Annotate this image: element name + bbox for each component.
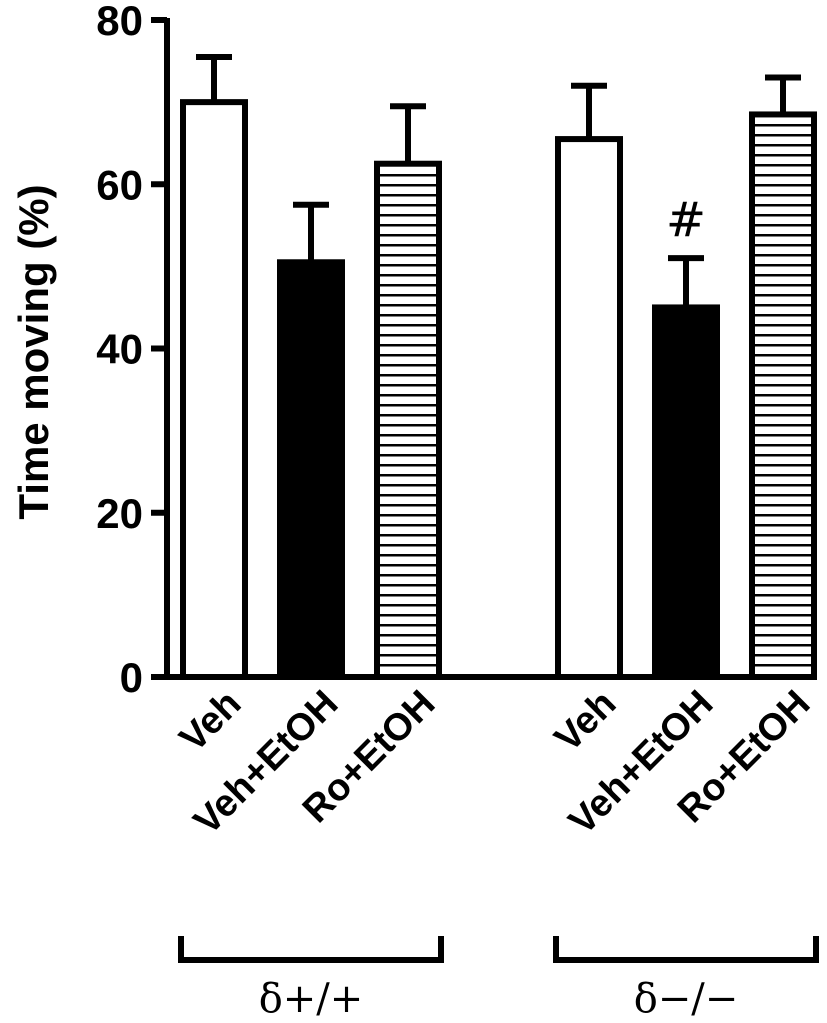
bar bbox=[180, 99, 248, 680]
x-tick-label: Veh bbox=[547, 683, 625, 761]
y-tick-label: 80 bbox=[96, 0, 143, 44]
bar bbox=[374, 160, 442, 680]
bar bbox=[555, 136, 623, 681]
significance-annotation: # bbox=[666, 192, 706, 248]
y-tick-label: 40 bbox=[96, 326, 143, 373]
y-axis-label: Time moving (%) bbox=[10, 184, 57, 519]
group-label: δ−/− bbox=[634, 976, 739, 1022]
y-tick-label: 60 bbox=[96, 161, 143, 208]
x-tick-label: Veh bbox=[172, 683, 250, 761]
group-bracket bbox=[553, 936, 819, 963]
y-tick-label: 20 bbox=[96, 490, 143, 537]
bar bbox=[652, 304, 720, 680]
plot-area: 020406080VehVeh+EtOHRo+EtOHδ+/+Veh#Veh+E… bbox=[96, 0, 819, 1022]
group-label: δ+/+ bbox=[259, 976, 364, 1022]
bar bbox=[277, 259, 345, 680]
bar bbox=[749, 111, 817, 681]
y-tick-label: 0 bbox=[120, 654, 143, 701]
group-bracket bbox=[178, 936, 444, 963]
